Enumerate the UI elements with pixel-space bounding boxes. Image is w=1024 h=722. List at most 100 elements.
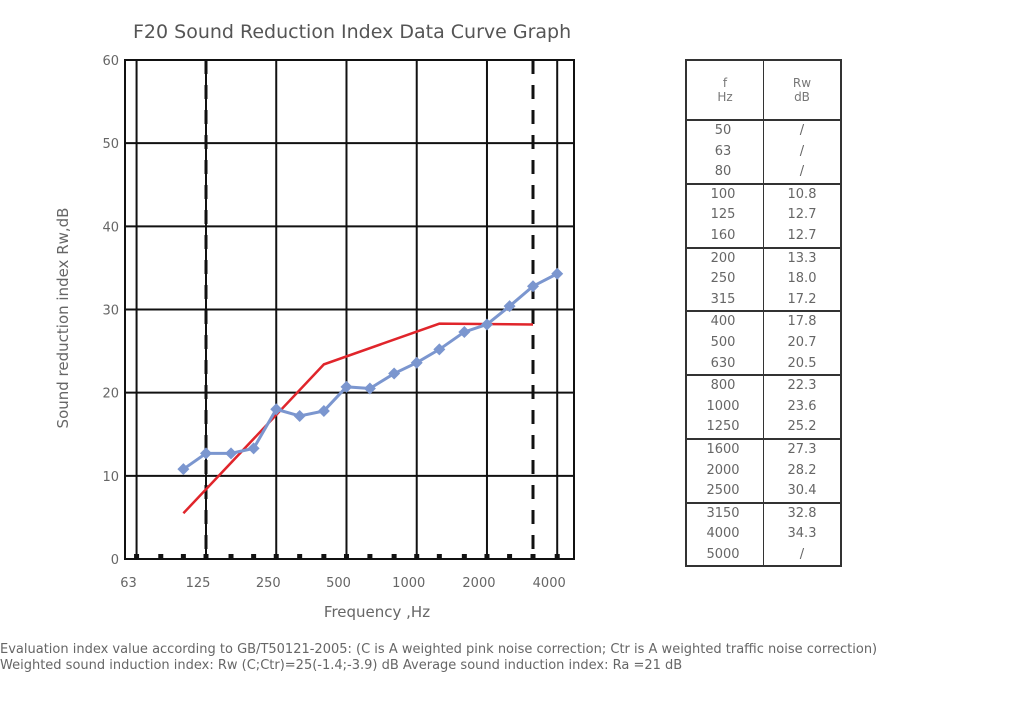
sound-reduction-table: f Hz Rw dB 50 63 80 / / / 100 125 160 10.8 12.7 12.… [685,59,842,568]
frequency-cell: 80 [714,164,732,180]
frequency-cell: 50 [714,123,732,138]
band-tick [507,554,513,559]
x-tick-label: 250 [256,576,281,591]
rw-cell: 25.2 [787,419,817,435]
table-group: 1600 2000 2500 27.3 28.2 30.4 [687,439,840,504]
data-point [551,267,564,280]
rw-cell: 20.7 [787,334,817,350]
x-tick-label: 2000 [462,576,495,591]
data-point [293,409,306,422]
rw-cell: 10.8 [787,186,817,202]
header-frequency: f Hz [687,61,763,119]
data-point [527,280,539,293]
notes: Evaluation index value according to GB/T… [0,642,877,674]
data-point [480,318,493,331]
frequency-cell: 4000 [706,526,740,542]
data-point [340,380,353,393]
frequency-column: 100 125 160 [687,185,763,247]
table-group: 400 500 630 17.8 20.7 20.5 [687,312,840,377]
data-point [247,442,260,455]
rw-cell: / [799,164,805,180]
frequency-column: 50 63 80 [687,121,763,183]
rw-cell: 22.3 [787,378,817,394]
header-rw-unit: dB [794,90,810,104]
x-tick-label: 500 [326,576,351,591]
grid [124,59,575,560]
band-tick [273,554,279,559]
rw-column: 10.8 12.7 12.7 [763,184,840,247]
data-point [363,382,376,395]
frequency-cell: 1250 [706,419,740,435]
frequency-cell: 400 [710,314,736,330]
data-point [225,447,238,460]
data-point [503,300,516,313]
frequency-column: 400 500 630 [687,312,763,374]
frequency-column: 200 250 315 [687,249,763,311]
band-tick [414,554,420,559]
x-axis-label: Frequency ,Hz [324,603,430,621]
band-tick [180,554,186,559]
frequency-cell: 1600 [706,441,740,457]
frequency-cell: 100 [710,186,736,202]
frequency-cell: 630 [710,355,736,371]
y-axis-label: Sound reduction index Rw,dB [54,208,72,429]
measured-curve [182,272,558,471]
rw-column: 17.8 20.7 20.5 [763,312,840,375]
band-tick [203,554,209,559]
y-tick-label: 30 [102,304,119,319]
frequency-cell: 2000 [706,462,740,478]
rw-column: / / / [763,121,840,183]
frequency-cell: 250 [710,271,736,287]
frequency-cell: 800 [710,378,736,394]
chart: F20 Sound Reduction Index Data Curve Gra… [54,21,575,621]
rw-cell: 27.3 [787,441,817,457]
plot-frame [124,59,575,560]
rw-column: 13.3 18.0 17.2 [763,248,840,311]
header-rw: Rw dB [763,61,840,119]
y-tick-label: 0 [111,553,119,568]
header-rw-label: Rw [792,76,812,90]
rw-cell: 23.6 [787,398,817,414]
band-tick [484,554,490,559]
y-tick-label: 60 [102,54,119,69]
band-tick [251,554,257,559]
frequency-cell: 1000 [706,398,740,414]
data-point [177,463,190,476]
data-point [458,325,471,338]
table-header: f Hz Rw dB [687,61,840,121]
tick-labels: 0 10 20 30 40 50 60 63 125 250 500 1000 2000 4000 [102,54,565,591]
series-layer [177,267,564,515]
data-point [388,367,401,380]
band-tick [134,554,140,559]
frequency-cell: 200 [710,250,736,266]
frequency-cell: 500 [710,334,736,350]
x-tick-label: 125 [186,576,211,591]
data-point [410,356,423,369]
data-point [433,343,446,356]
rw-column: 32.8 34.3 / [763,503,840,566]
rw-cell: 17.8 [787,314,817,330]
rw-cell: 20.5 [787,355,817,371]
rw-cell: 17.2 [787,291,817,307]
frequency-cell: 160 [710,227,736,243]
frequency-cell: 5000 [706,546,740,562]
band-tick [461,554,467,559]
y-tick-label: 50 [102,137,119,152]
rw-cell: 12.7 [787,207,817,223]
rw-column: 22.3 23.6 25.2 [763,376,840,438]
rw-cell: 34.3 [787,526,817,542]
rw-cell: 32.8 [787,505,817,521]
band-tick [436,554,442,559]
table-group: 3150 4000 5000 32.8 34.3 / [687,503,840,566]
frequency-cell: 2500 [706,483,740,499]
x-tick-label: 4000 [533,576,566,591]
table-group: 200 250 315 13.3 18.0 17.2 [687,248,840,313]
frequency-column: 800 1000 1250 [687,376,763,438]
frequency-column: 1600 2000 2500 [687,440,763,502]
data-point [317,404,330,417]
band-tick [343,554,349,559]
band-tick [321,554,327,559]
reference-curve [182,322,534,515]
band-tick [391,554,397,559]
table-group: 50 63 80 / / / [687,121,840,185]
